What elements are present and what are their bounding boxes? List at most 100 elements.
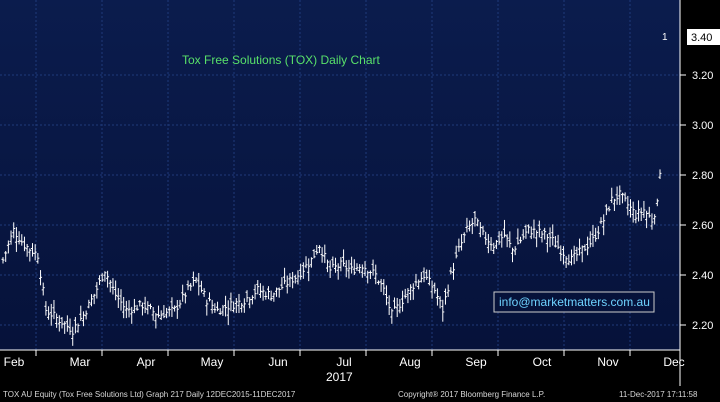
- price-bar: [419, 271, 423, 283]
- price-bar: [116, 288, 120, 309]
- price-bar: [508, 231, 512, 248]
- price-bar: [637, 200, 641, 222]
- month-label: Aug: [399, 355, 420, 369]
- price-bar: [304, 256, 308, 269]
- last-price-marker: 1: [662, 32, 668, 43]
- price-bar: [494, 239, 498, 250]
- price-bar: [103, 271, 107, 282]
- price-bar: [443, 288, 447, 305]
- price-bar: [548, 227, 552, 248]
- price-bar: [561, 246, 565, 265]
- price-bar: [513, 246, 517, 256]
- price-bar: [165, 307, 169, 319]
- price-bar: [17, 231, 21, 245]
- price-bar: [323, 244, 327, 264]
- price-bar: [221, 304, 225, 316]
- price-bar: [52, 299, 56, 320]
- price-bar: [417, 279, 421, 290]
- price-bar: [575, 246, 579, 262]
- price-bar: [183, 292, 187, 304]
- chart-title: Tox Free Solutions (TOX) Daily Chart: [182, 53, 381, 67]
- last-price-box: [687, 29, 720, 45]
- price-bar: [468, 220, 472, 232]
- price-bar: [12, 222, 16, 239]
- price-bar: [594, 227, 598, 242]
- price-bar: [108, 279, 112, 293]
- price-bar: [462, 232, 466, 243]
- price-bar: [205, 299, 209, 316]
- footer-center: Copyright® 2017 Bloomberg Finance L.P.: [398, 390, 545, 399]
- price-bar: [610, 187, 614, 203]
- price-bar: [234, 297, 238, 314]
- price-bar: [315, 244, 319, 255]
- price-bar: [280, 277, 284, 290]
- price-bar: [320, 247, 324, 263]
- price-bar: [258, 283, 262, 298]
- annotation-box: [493, 291, 655, 313]
- price-bar: [33, 244, 37, 261]
- price-bar: [229, 292, 233, 312]
- price-bar: [629, 199, 633, 218]
- price-bar: [189, 282, 193, 291]
- price-bar: [253, 284, 257, 300]
- price-bar: [124, 300, 128, 319]
- price-bar: [427, 269, 431, 286]
- price-bar: [170, 297, 174, 317]
- price-bar: [301, 262, 305, 279]
- annotation-text: info@marketmatters.com.au: [499, 295, 650, 309]
- price-bar: [473, 211, 477, 227]
- price-bar: [655, 198, 659, 207]
- price-bar: [122, 297, 126, 319]
- price-bar: [465, 217, 469, 233]
- price-bar: [350, 256, 354, 274]
- price-bar: [529, 226, 533, 240]
- price-bar: [489, 237, 493, 251]
- price-bar: [425, 269, 429, 280]
- price-bar: [612, 198, 616, 211]
- y-tick-label: 2.40: [692, 270, 713, 282]
- price-bar: [406, 288, 410, 304]
- price-bar: [250, 295, 254, 305]
- price-bar: [138, 300, 142, 307]
- price-bar: [63, 321, 67, 334]
- price-bar: [22, 236, 26, 252]
- price-bar: [368, 270, 372, 280]
- price-bar: [199, 280, 203, 293]
- price-bar: [537, 220, 541, 238]
- price-bar: [178, 299, 182, 309]
- price-bar: [374, 264, 378, 285]
- price-bar: [527, 224, 531, 234]
- price-bar: [352, 259, 356, 276]
- price-bar: [339, 257, 343, 272]
- price-bar: [277, 287, 281, 298]
- y-tick-label: 2.60: [692, 220, 713, 232]
- price-bar: [342, 249, 346, 267]
- price-bar: [245, 290, 249, 303]
- price-bar: [618, 185, 622, 205]
- price-bar: [438, 296, 442, 309]
- price-bar: [39, 270, 43, 286]
- price-bar: [516, 228, 520, 245]
- price-bar: [634, 209, 638, 224]
- price-bar: [401, 290, 405, 312]
- price-bar: [272, 292, 276, 302]
- price-bar: [317, 245, 321, 254]
- price-bar: [452, 262, 456, 280]
- price-bar: [194, 277, 198, 283]
- price-bar: [181, 284, 185, 302]
- price-bar: [390, 308, 394, 324]
- price-bar: [441, 299, 445, 322]
- price-bar: [213, 303, 217, 313]
- price-bar: [521, 229, 525, 240]
- price-bar: [312, 249, 316, 259]
- price-bar: [653, 214, 657, 225]
- month-label: Dec: [663, 355, 684, 369]
- price-bar: [186, 280, 190, 291]
- price-bar: [127, 300, 131, 318]
- price-bar: [570, 249, 574, 266]
- price-bar: [28, 248, 32, 262]
- month-label: Feb: [4, 355, 25, 369]
- price-bar: [299, 263, 303, 280]
- price-bar: [44, 301, 48, 316]
- price-bar: [232, 301, 236, 313]
